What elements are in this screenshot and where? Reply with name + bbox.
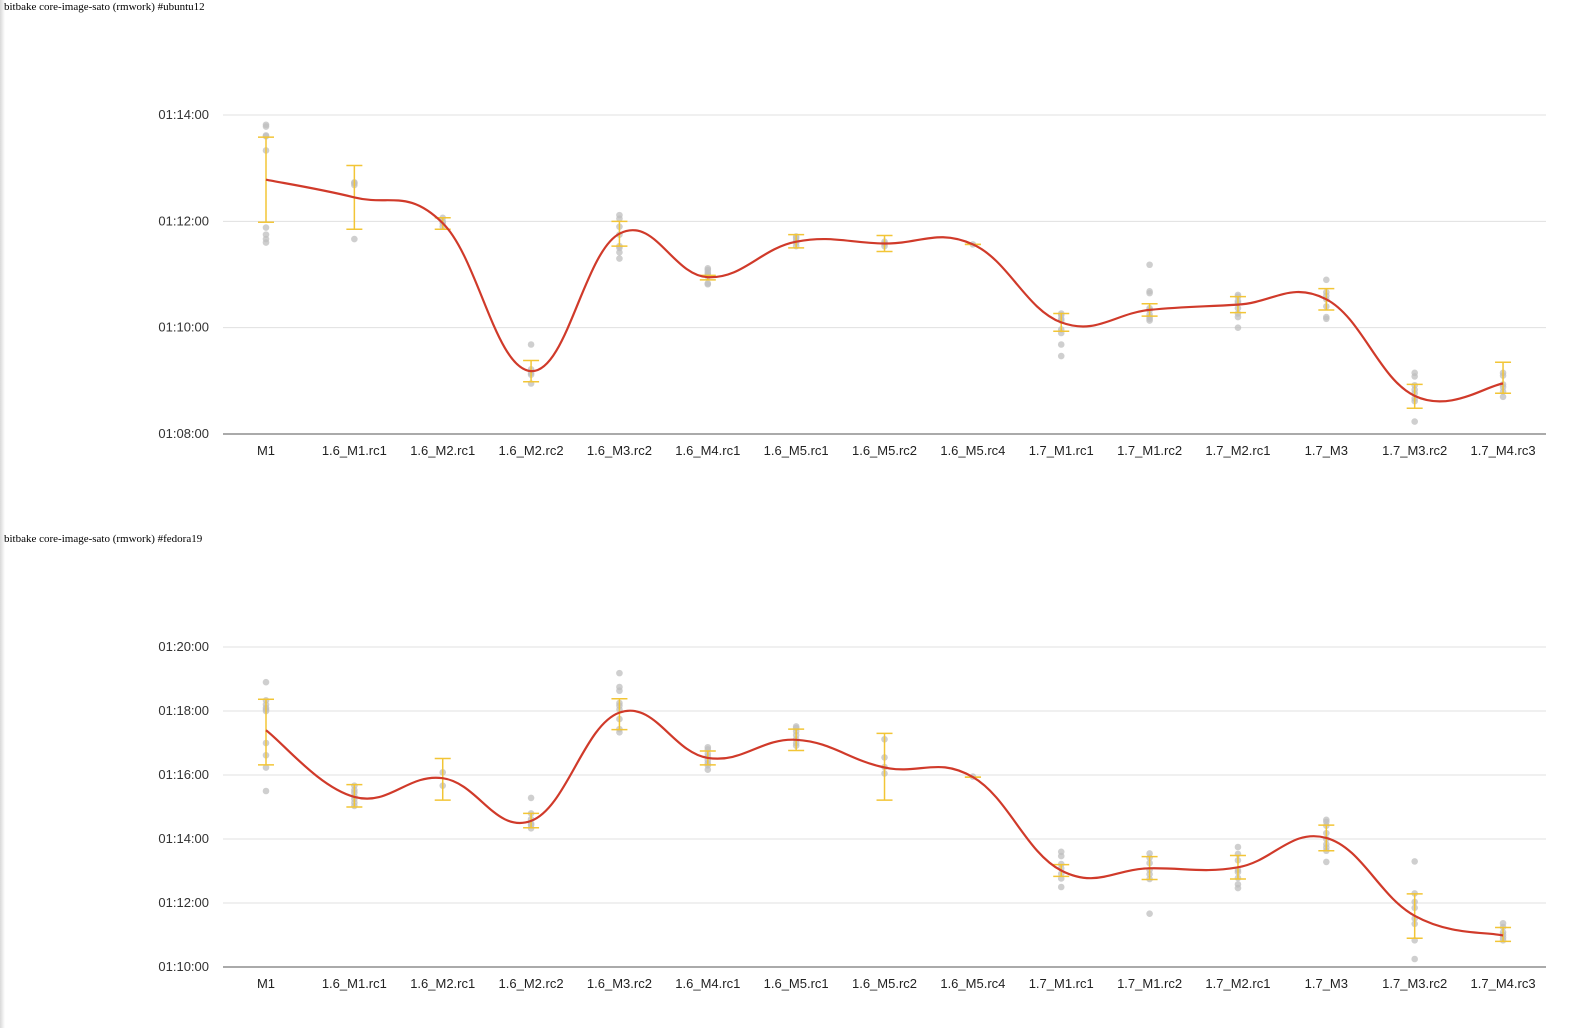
sample-point: 1.7_M1.rc2 01:10:08 [1146, 317, 1153, 324]
x-tick-label: 1.7_M2.rc1 [1205, 976, 1270, 991]
x-tick-label: 1.7_M2.rc1 [1205, 443, 1270, 458]
chart-ubuntu12: bitbake core-image-sato (rmwork) #ubuntu… [4, 1, 1546, 458]
sample-point: 1.7_M2.rc1 01:10:00 [1234, 324, 1242, 331]
sample-point: 1.7_M1.rc2 01:11:40 [1146, 910, 1153, 917]
sample-point: M1 01:18:54 [262, 678, 270, 686]
x-tick-label: 1.6_M5.rc2 [852, 443, 917, 458]
x-tick-label: 1.6_M1.rc1 [322, 443, 387, 458]
sample-point: 1.6_M2.rc2 01:09:41 [527, 341, 535, 348]
x-tick-label: M1 [257, 443, 275, 458]
sample-point: M1 01:16:14 [262, 764, 270, 771]
sample-point: 1.6_M3.rc2 01:17:20 [616, 729, 623, 736]
x-tick-label: M1 [257, 976, 275, 991]
sample-point: 1.7_M2.rc1 01:12:28 [1234, 884, 1242, 892]
x-tick-label: 1.6_M3.rc2 [587, 976, 652, 991]
x-tick-label: 1.7_M1.rc2 [1117, 443, 1182, 458]
sample-point: M1 01:11:36 [262, 239, 270, 246]
sample-point: 1.6_M4.rc1 01:10:49 [704, 280, 712, 288]
x-tick-label: 1.7_M1.rc1 [1029, 976, 1094, 991]
x-tick-label: 1.6_M5.rc4 [940, 976, 1005, 991]
chart-fedora19: bitbake core-image-sato (rmwork) #fedora… [0, 532, 1586, 1028]
sample-point: 1.7_M3.rc2 01:10:15 [1411, 955, 1418, 963]
sample-point: 1.6_M3.rc2 01:12:03 [616, 215, 623, 222]
sample-point: 1.7_M3 01:13:17 [1323, 858, 1330, 866]
sample-point: 1.7_M3.rc2 01:13:18 [1411, 858, 1418, 865]
x-tick-label: 1.7_M3 [1305, 443, 1348, 458]
sample-point: 1.6_M3.rc2 01:11:25 [616, 249, 623, 256]
y-tick-label: 01:10:00 [158, 320, 209, 335]
page-left-edge-shadow [0, 0, 5, 1028]
x-tick-label: 1.6_M2.rc2 [499, 443, 564, 458]
sample-point: 1.7_M3.rc2 01:08:14 [1411, 418, 1418, 425]
sample-point: M1 01:13:47 [262, 123, 270, 130]
error-bar [1495, 361, 1512, 394]
mean-line [265, 178, 1504, 403]
sample-point: 1.7_M1.rc1 01:09:28 [1057, 352, 1065, 360]
chart-title: bitbake core-image-sato (rmwork) #ubuntu… [4, 1, 205, 13]
x-tick-label: 1.6_M5.rc1 [764, 443, 829, 458]
sample-point: M1 01:15:30 [262, 787, 270, 795]
y-tick-label: 01:10:00 [158, 959, 209, 974]
error-bar [611, 697, 628, 731]
y-tick-label: 01:14:00 [158, 107, 209, 122]
y-tick-label: 01:08:00 [158, 426, 209, 441]
sample-point: 1.7_M1.rc1 01:13:28 [1057, 852, 1065, 860]
mean-line [265, 709, 1504, 937]
sample-point: 1.7_M2.rc1 01:10:12 [1234, 313, 1242, 321]
y-tick-label: 01:12:00 [158, 213, 209, 228]
sample-point: 1.6_M1.rc1 01:11:40 [351, 235, 358, 243]
sample-point: 1.7_M1.rc1 01:12:30 [1057, 883, 1065, 891]
sample-point: 1.7_M4.rc3 01:08:42 [1499, 393, 1507, 401]
sample-point: 1.7_M1.rc2 01:10:39 [1146, 289, 1153, 297]
x-tick-label: 1.7_M1.rc1 [1029, 443, 1094, 458]
y-tick-label: 01:16:00 [158, 767, 209, 782]
x-tick-label: 1.7_M3.rc2 [1382, 443, 1447, 458]
sample-point: 1.6_M3.rc2 01:18:38 [616, 687, 623, 695]
x-tick-label: 1.6_M2.rc1 [410, 976, 475, 991]
sample-point: 1.6_M4.rc1 01:16:10 [704, 766, 712, 773]
sample-point: 1.7_M1.rc1 01:09:41 [1057, 341, 1065, 348]
y-tick-label: 01:18:00 [158, 703, 209, 718]
chart-svg: 01:10:00 01:12:00 01:14:00 01:16:00 01:18:00… [158, 639, 1546, 991]
x-tick-label: 1.6_M2.rc1 [410, 443, 475, 458]
y-tick-label: 01:20:00 [158, 639, 209, 654]
x-tick-label: 1.7_M1.rc2 [1117, 976, 1182, 991]
sample-point: M1 01:13:36 [262, 132, 270, 140]
x-tick-label: 1.7_M3 [1305, 976, 1348, 991]
y-tick-label: 01:14:00 [158, 831, 209, 846]
x-tick-label: 1.6_M5.rc2 [852, 976, 917, 991]
sample-point: 1.7_M3.rc2 01:09:05 [1411, 373, 1418, 380]
x-tick-label: 1.7_M4.rc3 [1471, 443, 1536, 458]
x-tick-label: 1.6_M3.rc2 [587, 443, 652, 458]
y-tick-label: 01:12:00 [158, 895, 209, 910]
x-tick-label: 1.6_M4.rc1 [675, 976, 740, 991]
error-bar [258, 698, 274, 766]
sample-point: 1.7_M2.rc1 01:13:45 [1234, 843, 1242, 851]
x-tick-label: 1.6_M1.rc1 [322, 976, 387, 991]
x-tick-label: 1.6_M2.rc2 [499, 976, 564, 991]
sample-point: 1.7_M1.rc2 01:11:11 [1146, 261, 1153, 269]
sample-point: 1.6_M3.rc2 01:11:18 [616, 255, 623, 262]
sample-point: M1 01:11:53 [262, 224, 270, 231]
chart-title: bitbake core-image-sato (rmwork) #fedora… [4, 533, 203, 545]
x-tick-label: 1.6_M5.rc4 [940, 443, 1005, 458]
x-tick-label: 1.7_M4.rc3 [1471, 976, 1536, 991]
x-tick-label: 1.7_M3.rc2 [1382, 976, 1447, 991]
x-tick-label: 1.6_M5.rc1 [764, 976, 829, 991]
chart-svg: 01:08:00 01:10:00 01:12:00 01:14:00 M1 1.6_M1… [158, 107, 1546, 458]
x-tick-label: 1.6_M4.rc1 [675, 443, 740, 458]
sample-point: 1.7_M3 01:10:54 [1323, 276, 1330, 284]
sample-point: 1.7_M3 01:10:10 [1323, 315, 1330, 323]
sample-point: 1.6_M3.rc2 01:19:11 [616, 669, 623, 677]
sample-point: 1.6_M2.rc2 01:15:17 [527, 794, 535, 802]
